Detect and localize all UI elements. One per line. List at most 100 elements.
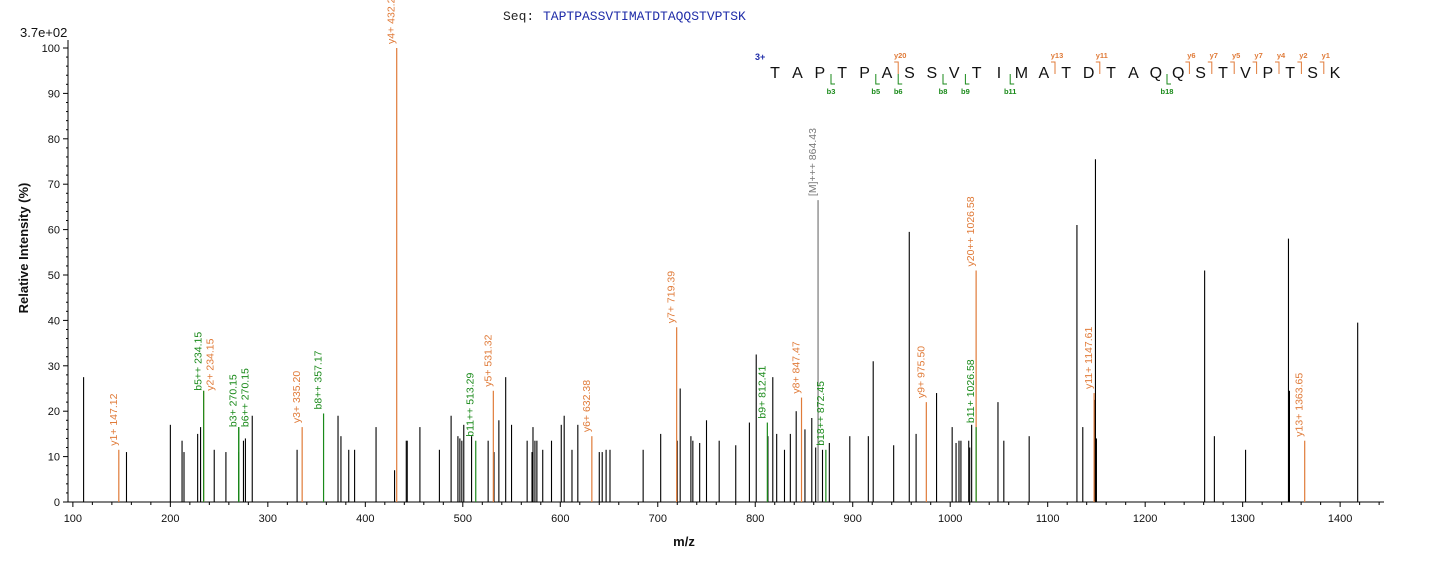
b-fragment-label: b9 bbox=[961, 87, 970, 96]
peak-label: y3+ 335.20 bbox=[291, 371, 303, 423]
y-tick-label: 0 bbox=[54, 497, 60, 509]
sequence-residue: Q bbox=[1150, 65, 1162, 82]
x-tick-label: 1400 bbox=[1328, 513, 1352, 525]
peak-label: b6++ 270.15 bbox=[240, 368, 252, 427]
x-tick-label: 100 bbox=[64, 513, 82, 525]
b-fragment-mark bbox=[964, 74, 970, 85]
sequence-residue: A bbox=[1128, 65, 1139, 82]
x-tick-label: 400 bbox=[356, 513, 374, 525]
y-fragment-label: y4 bbox=[1277, 51, 1286, 60]
y-fragment-label: y1 bbox=[1322, 51, 1330, 60]
peak-label: y9+ 975.50 bbox=[915, 346, 927, 398]
y-tick-label: 70 bbox=[48, 179, 60, 191]
b-fragment-label: b18 bbox=[1161, 87, 1174, 96]
y-fragment-label: y2 bbox=[1299, 51, 1307, 60]
sequence-residue: P bbox=[859, 65, 870, 82]
b-fragment-label: b5 bbox=[871, 87, 880, 96]
x-tick-label: 500 bbox=[454, 513, 472, 525]
b-fragment-mark bbox=[830, 74, 835, 85]
chart-axes: 0 10 20 30 40 50 60 70 80 90 100 100 200 300 400 500 600… bbox=[42, 40, 1384, 525]
sequence-residue: P bbox=[814, 65, 825, 82]
x-tick-label: 900 bbox=[844, 513, 862, 525]
peak-label: b8++ 357.17 bbox=[313, 350, 325, 409]
peak-label: y7+ 719.39 bbox=[666, 271, 678, 323]
b-fragment-label: b3 bbox=[827, 87, 836, 96]
peak-label: y6+ 632.38 bbox=[581, 380, 593, 432]
y-fragment-mark bbox=[1275, 61, 1280, 74]
y-fragment-label: y20 bbox=[894, 51, 907, 60]
y-tick-label: 100 bbox=[42, 43, 60, 55]
y-fragment-label: y13 bbox=[1051, 51, 1064, 60]
peak-label: b3+ 270.15 bbox=[228, 374, 240, 427]
y-fragment-mark bbox=[1297, 61, 1302, 74]
b-fragment-label: b6 bbox=[894, 87, 903, 96]
sequence-residue: K bbox=[1330, 65, 1341, 82]
sequence-residue: T bbox=[770, 65, 780, 82]
peak-series bbox=[83, 159, 1359, 502]
y-fragment-mark bbox=[1095, 61, 1101, 74]
sequence-residue: A bbox=[882, 65, 893, 82]
x-tick-label: 1300 bbox=[1230, 513, 1254, 525]
y-fragment-mark bbox=[1319, 61, 1325, 74]
sequence-residue: P bbox=[1262, 65, 1273, 82]
sequence-residue: V bbox=[1240, 65, 1251, 82]
x-tick-label: 1000 bbox=[938, 513, 962, 525]
intensity-scale-label: 3.7e+02 bbox=[20, 25, 67, 40]
y-axis-title: Relative Intensity (%) bbox=[16, 183, 31, 314]
x-tick-label: 700 bbox=[649, 513, 667, 525]
y-fragment-label: y7 bbox=[1210, 51, 1218, 60]
sequence-residue: A bbox=[792, 65, 803, 82]
peak-label: y13+ 1363.65 bbox=[1294, 373, 1306, 437]
peak-label: b18++ 872.45 bbox=[815, 381, 827, 446]
b-fragment-label: b8 bbox=[939, 87, 948, 96]
y-fragment-mark bbox=[1185, 61, 1190, 74]
peak-label: y1+ 147.12 bbox=[108, 393, 120, 445]
y-fragment-label: y11 bbox=[1096, 51, 1108, 60]
b-fragment-mark bbox=[875, 74, 880, 85]
sequence-residue: M bbox=[1015, 65, 1028, 82]
y-fragment-mark bbox=[1207, 61, 1213, 74]
peak-label: y8+ 847.47 bbox=[791, 341, 803, 393]
peak-label: y20++ 1026.58 bbox=[965, 196, 977, 266]
peak-label: y4+ 432.2 bbox=[386, 0, 398, 44]
b-fragment-mark bbox=[1009, 74, 1015, 85]
sequence-residue: T bbox=[972, 65, 982, 82]
sequence-residue: T bbox=[1061, 65, 1071, 82]
y-tick-label: 50 bbox=[48, 270, 60, 282]
sequence-residue: T bbox=[1106, 65, 1116, 82]
peak-label: b5++ 234.15 bbox=[193, 332, 205, 391]
sequence-residue: V bbox=[949, 65, 960, 82]
y-tick-label: 30 bbox=[48, 361, 60, 373]
y-fragment-mark bbox=[1252, 61, 1258, 74]
sequence-residue: D bbox=[1083, 65, 1095, 82]
peptide-sequence: TAPTPASSVTIMATDTAQQSTVPTSK bbox=[543, 9, 746, 24]
sequence-label: Seq: bbox=[503, 9, 534, 24]
y-tick-label: 40 bbox=[48, 315, 60, 327]
x-tick-label: 1200 bbox=[1133, 513, 1157, 525]
sequence-residue: T bbox=[1285, 65, 1295, 82]
y-tick-label: 90 bbox=[48, 88, 60, 100]
b-fragment-mark bbox=[1166, 74, 1171, 85]
peak-label: y5+ 531.32 bbox=[482, 334, 494, 386]
y-fragment-label: y6 bbox=[1187, 51, 1195, 60]
sequence-residue: T bbox=[837, 65, 847, 82]
b-fragment-mark bbox=[942, 74, 947, 85]
peak-label: b9+ 812.41 bbox=[756, 366, 768, 419]
peak-label: b11++ 513.29 bbox=[465, 373, 477, 437]
peak-label: b11+ 1026.58 bbox=[965, 359, 977, 423]
peak-label: [M]+++ 864.43 bbox=[807, 128, 819, 196]
b-fragment-label: b11 bbox=[1004, 87, 1017, 96]
y-tick-label: 80 bbox=[48, 134, 60, 146]
x-axis-title: m/z bbox=[673, 534, 695, 549]
x-tick-label: 800 bbox=[746, 513, 764, 525]
sequence-residue: S bbox=[1195, 65, 1206, 82]
y-fragment-mark bbox=[894, 61, 899, 74]
y-tick-label: 10 bbox=[48, 452, 60, 464]
x-tick-label: 300 bbox=[259, 513, 277, 525]
y-fragment-label: y7 bbox=[1254, 51, 1262, 60]
peak-label: y2+ 234.15 bbox=[205, 338, 217, 390]
x-tick-label: 200 bbox=[161, 513, 179, 525]
